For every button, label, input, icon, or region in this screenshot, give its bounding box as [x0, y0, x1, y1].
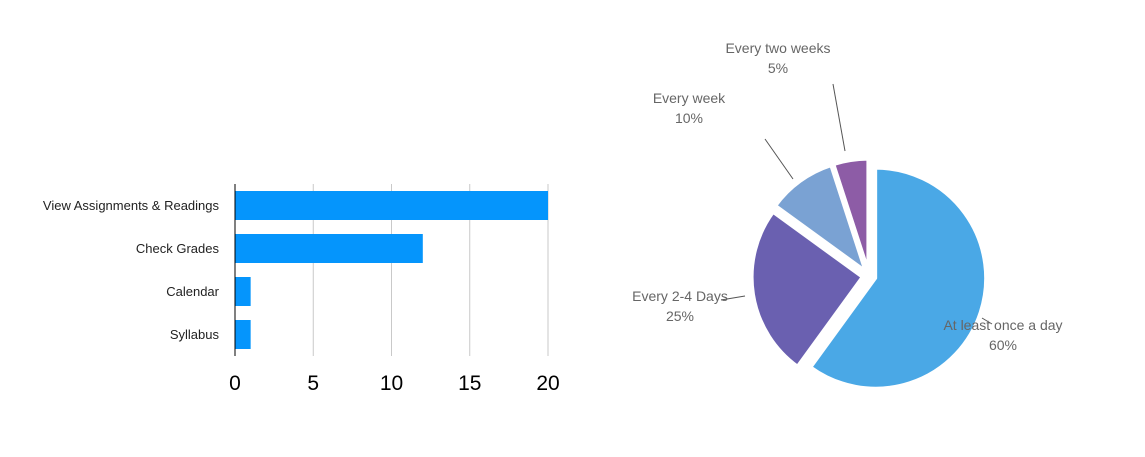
pie-chart: At least once a day 60% Every 2-4 Days 25% E… — [632, 40, 1063, 390]
slice-label: Every two weeks — [725, 40, 830, 56]
slice-label: Every week — [653, 90, 726, 106]
leader-line — [981, 317, 993, 325]
leader-line — [832, 83, 846, 152]
x-tick-label: 10 — [380, 372, 403, 395]
category-labels: View Assignments & Readings Check Grades C… — [43, 198, 220, 342]
pie-slice — [809, 166, 988, 390]
bar — [235, 234, 423, 263]
x-tick-label: 20 — [536, 372, 559, 395]
leader-line — [764, 138, 794, 180]
category-label: Syllabus — [170, 327, 220, 342]
bar — [235, 191, 548, 220]
x-tick-label: 5 — [307, 372, 319, 395]
bar — [235, 277, 251, 306]
pie-slices — [750, 157, 988, 390]
slice-label: At least once a day — [943, 317, 1062, 333]
pie-slice — [774, 164, 867, 272]
category-label: View Assignments & Readings — [43, 198, 220, 213]
bar-series — [235, 191, 548, 349]
slice-percent-label: 10% — [675, 110, 703, 126]
x-tick-label: 0 — [229, 372, 241, 395]
slice-percent-label: 25% — [666, 308, 694, 324]
slice-percent-label: 60% — [989, 337, 1017, 353]
slice-percent-label: 5% — [768, 60, 788, 76]
pie-slice — [832, 157, 870, 271]
bar — [235, 320, 251, 349]
category-label: Calendar — [166, 284, 219, 299]
bar-chart: View Assignments & Readings Check Grades C… — [43, 184, 560, 395]
x-tick-labels: 0 5 10 15 20 — [229, 372, 560, 395]
pie-labels: At least once a day 60% Every 2-4 Days 25% E… — [632, 40, 1062, 353]
leader-line — [720, 295, 746, 301]
slice-label: Every 2-4 Days — [632, 288, 728, 304]
pie-slice — [750, 210, 864, 368]
category-label: Check Grades — [136, 241, 220, 256]
x-tick-label: 15 — [458, 372, 481, 395]
pie-leader-lines — [720, 83, 993, 325]
